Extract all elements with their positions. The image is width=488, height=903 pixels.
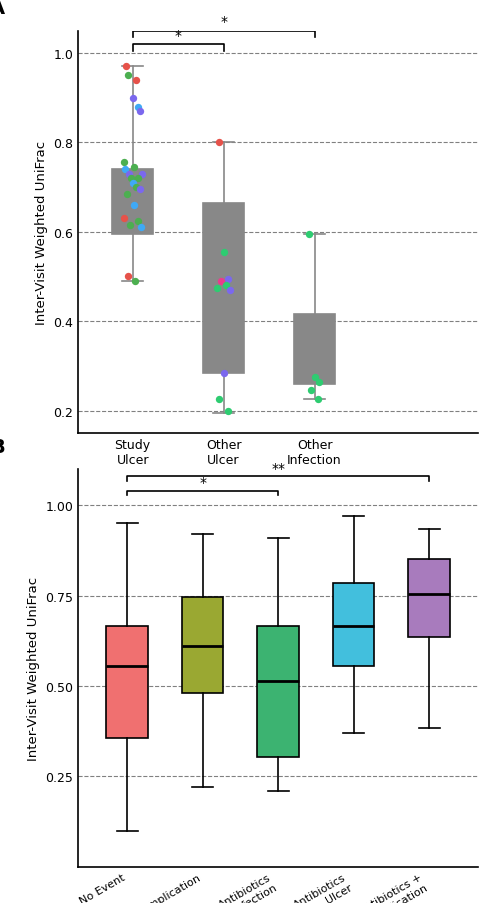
Text: A: A [0, 0, 5, 18]
Point [126, 219, 134, 233]
Point [314, 393, 322, 407]
Y-axis label: Inter-Visit Weighted UniFrac: Inter-Visit Weighted UniFrac [35, 141, 48, 324]
Point [134, 172, 142, 186]
PathPatch shape [294, 315, 335, 385]
Point [136, 183, 144, 198]
Point [134, 214, 142, 228]
Point [131, 161, 139, 175]
Point [131, 199, 139, 213]
Text: *: * [199, 476, 206, 489]
Point [129, 176, 137, 191]
Y-axis label: Inter-Visit Weighted UniFrac: Inter-Visit Weighted UniFrac [27, 576, 40, 760]
Point [315, 375, 323, 389]
PathPatch shape [333, 583, 374, 666]
Point [136, 105, 144, 119]
Point [125, 167, 133, 182]
PathPatch shape [408, 560, 450, 638]
Point [305, 228, 313, 242]
Point [220, 246, 227, 260]
Text: **: ** [271, 461, 285, 475]
Point [122, 61, 130, 75]
Point [224, 404, 232, 418]
Point [215, 393, 223, 407]
PathPatch shape [112, 170, 153, 235]
Point [223, 279, 230, 293]
Point [215, 136, 223, 151]
Point [120, 156, 127, 171]
Point [213, 281, 221, 295]
Point [124, 69, 132, 83]
Point [307, 384, 315, 398]
Text: *: * [220, 15, 227, 30]
PathPatch shape [182, 598, 224, 694]
Legend: Aminoglycosides, Cephalosporins, Fluoroquinolones, Penicillin, Sulfonamides, Tet: Aminoglycosides, Cephalosporins, Fluoroq… [487, 37, 488, 171]
Point [123, 187, 131, 201]
Point [124, 270, 132, 284]
Point [220, 366, 227, 380]
PathPatch shape [257, 627, 299, 757]
Point [226, 284, 234, 298]
Point [132, 181, 140, 195]
Point [132, 73, 140, 88]
Point [217, 275, 225, 289]
Text: *: * [175, 29, 182, 42]
PathPatch shape [106, 627, 148, 739]
Point [224, 272, 232, 286]
PathPatch shape [203, 203, 244, 373]
Point [134, 100, 142, 115]
Point [131, 275, 139, 289]
Point [138, 167, 145, 182]
Text: B: B [0, 438, 5, 457]
Point [137, 221, 145, 236]
Point [122, 163, 129, 177]
Point [120, 212, 127, 227]
Point [129, 91, 137, 106]
Point [311, 370, 319, 385]
Point [127, 172, 135, 186]
